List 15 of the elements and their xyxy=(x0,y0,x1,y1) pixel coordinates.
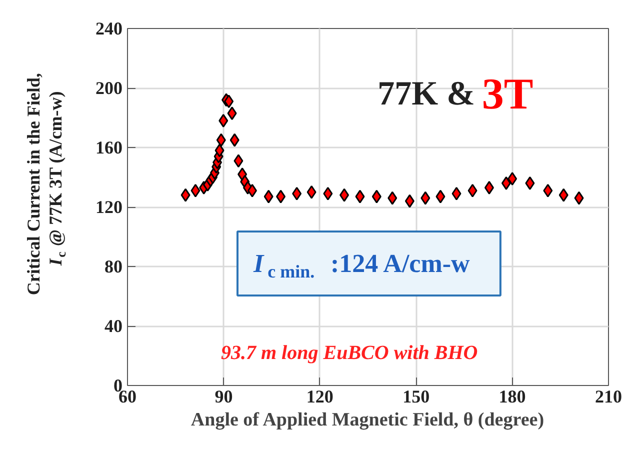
y-tick-label: 120 xyxy=(96,197,122,217)
y-tick-label: 200 xyxy=(96,78,122,98)
x-axis-title: Angle of Applied Magnetic Field, θ (degree) xyxy=(190,410,544,430)
y-tick-label: 40 xyxy=(104,316,122,336)
y-tick-label: 80 xyxy=(104,256,122,276)
annotation: 77K & xyxy=(378,75,475,112)
x-tick-label: 90 xyxy=(214,386,233,406)
annotation: 93.7 m long EuBCO with BHO xyxy=(220,342,478,364)
x-tick-label: 180 xyxy=(498,386,526,406)
annotation: 3T xyxy=(482,69,534,118)
x-tick-label: 210 xyxy=(595,386,622,406)
x-tick-label: 150 xyxy=(402,386,430,406)
y-tick-label: 160 xyxy=(96,138,122,158)
y-tick-label: 240 xyxy=(96,18,122,38)
x-tick-label: 120 xyxy=(306,386,334,406)
